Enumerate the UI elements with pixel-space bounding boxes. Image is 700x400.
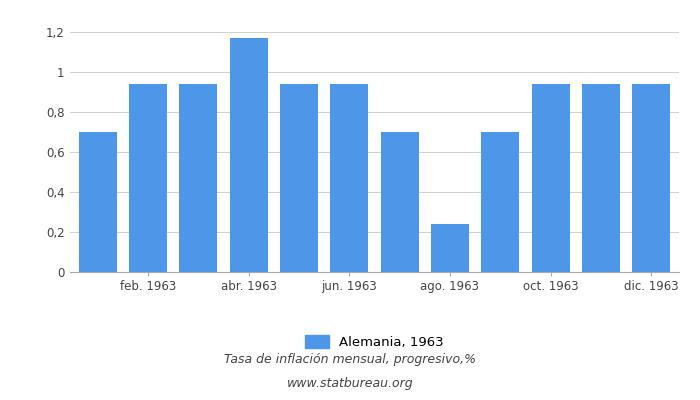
- Bar: [79, 132, 117, 272]
- Bar: [482, 132, 519, 272]
- Text: www.statbureau.org: www.statbureau.org: [287, 378, 413, 390]
- Bar: [179, 84, 217, 272]
- Bar: [129, 84, 167, 272]
- Bar: [230, 38, 267, 272]
- Bar: [330, 84, 368, 272]
- Bar: [381, 132, 419, 272]
- Legend: Alemania, 1963: Alemania, 1963: [305, 335, 444, 349]
- Bar: [431, 224, 469, 272]
- Bar: [532, 84, 570, 272]
- Bar: [582, 84, 620, 272]
- Text: Tasa de inflación mensual, progresivo,%: Tasa de inflación mensual, progresivo,%: [224, 354, 476, 366]
- Bar: [632, 84, 670, 272]
- Bar: [280, 84, 318, 272]
